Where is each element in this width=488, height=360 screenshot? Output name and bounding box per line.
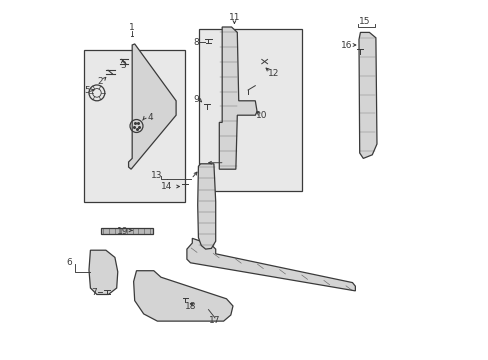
Text: 17: 17 — [209, 316, 220, 325]
Text: 5: 5 — [84, 86, 90, 95]
Text: 14: 14 — [161, 182, 172, 191]
Text: 12: 12 — [268, 69, 279, 78]
Polygon shape — [186, 238, 355, 291]
Text: 2: 2 — [97, 77, 102, 86]
Polygon shape — [219, 27, 257, 169]
Text: 16: 16 — [340, 41, 351, 50]
Bar — [84, 50, 185, 202]
Polygon shape — [358, 32, 376, 158]
Polygon shape — [197, 164, 215, 249]
Text: 6: 6 — [66, 258, 72, 266]
Text: 19: 19 — [117, 227, 129, 236]
Text: 4: 4 — [147, 112, 153, 122]
Bar — [199, 29, 302, 191]
Text: 7: 7 — [91, 288, 97, 297]
Text: 18: 18 — [184, 302, 196, 311]
Text: 8: 8 — [193, 38, 198, 47]
Text: 13: 13 — [150, 171, 162, 180]
Text: 15: 15 — [359, 17, 370, 26]
Text: 11: 11 — [228, 13, 240, 22]
Text: 10: 10 — [256, 111, 267, 120]
Text: 9: 9 — [193, 95, 198, 104]
Polygon shape — [101, 228, 152, 234]
Polygon shape — [89, 250, 118, 294]
Polygon shape — [133, 271, 232, 321]
Text: 1: 1 — [129, 23, 135, 32]
Text: 3: 3 — [120, 61, 125, 70]
Polygon shape — [128, 44, 176, 169]
